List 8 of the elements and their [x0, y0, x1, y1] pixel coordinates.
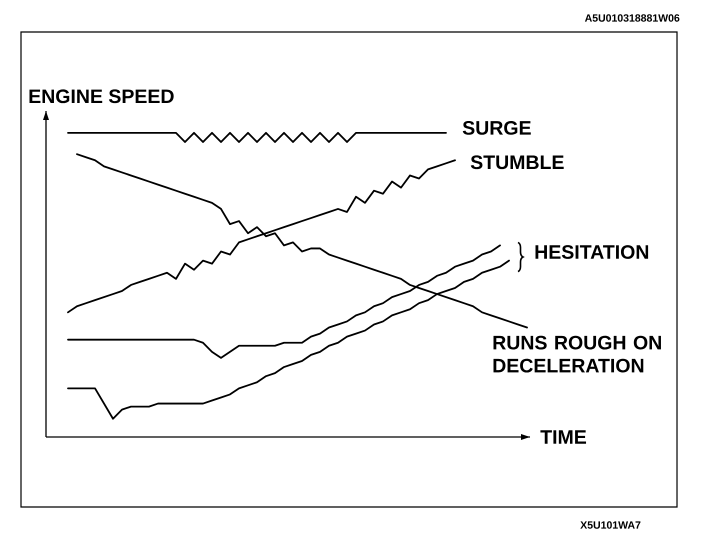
text: A5U010318881W06: [584, 14, 680, 22]
series-label: RUNS ROUGH ON DECELERATION: [494, 336, 661, 373]
series-label: STUMBLE: [470, 155, 564, 170]
text: X5U101WA7: [580, 521, 640, 529]
x-axis-title: TIME: [540, 430, 586, 444]
legend-label: HESITATION: [536, 245, 648, 259]
series-label: SURGE: [462, 120, 531, 135]
y-axis-title: ENGINE SPEED: [29, 89, 174, 104]
